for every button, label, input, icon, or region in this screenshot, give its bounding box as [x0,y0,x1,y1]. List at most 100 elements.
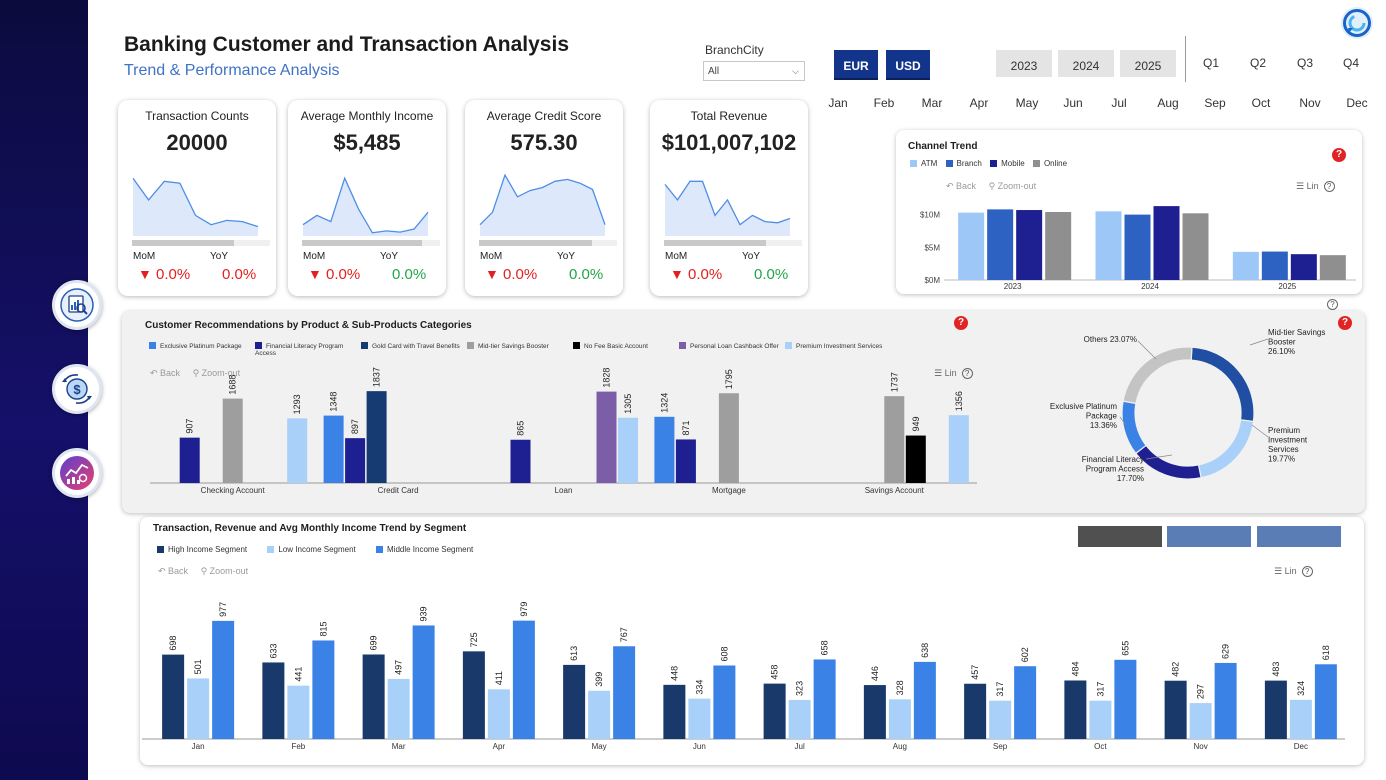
bar[interactable] [1089,700,1112,739]
nav-button-analytics[interactable] [52,280,102,330]
bar[interactable] [675,439,696,483]
nav-button-currency[interactable]: $ [52,364,102,414]
bar[interactable] [863,685,886,739]
bar[interactable] [989,700,1012,739]
bar[interactable] [262,662,285,739]
currency-button-eur[interactable]: EUR [834,50,878,80]
bar[interactable] [1114,659,1137,739]
bar[interactable] [1182,213,1209,280]
bar[interactable] [323,415,344,483]
legend-item[interactable]: Branch [945,159,982,168]
bar[interactable] [510,439,531,483]
bar[interactable] [987,209,1014,280]
help-circle-icon[interactable]: ? [1323,181,1335,192]
bar[interactable] [1064,680,1087,739]
bar[interactable] [913,661,936,739]
month-button-may[interactable]: May [1015,96,1039,110]
bar[interactable] [162,654,185,739]
quarter-button-q4[interactable]: Q4 [1343,56,1360,70]
bar[interactable] [222,398,243,483]
month-button-nov[interactable]: Nov [1299,96,1321,110]
bar[interactable] [1289,699,1312,739]
bar[interactable] [663,684,686,739]
year-button-2023[interactable]: 2023 [996,50,1052,77]
bar[interactable] [1189,703,1212,739]
bar[interactable] [1214,662,1237,739]
bar[interactable] [713,665,736,739]
donut-slice[interactable] [1197,419,1255,479]
back-button[interactable]: ↶ Back [150,368,181,378]
bar[interactable] [312,640,335,739]
scale-toggle[interactable]: ☰ Lin? [1296,181,1335,192]
help-circle-icon[interactable]: ? [1327,299,1338,310]
zoom-out-button[interactable]: ⚲ Zoom-out [988,181,1037,191]
bar[interactable] [1045,212,1072,280]
bar[interactable] [1153,206,1180,280]
legend-item[interactable]: ATM [910,159,937,168]
bar[interactable] [613,646,636,739]
legend-item[interactable]: High Income Segment [157,545,247,554]
legend-item[interactable]: Mobile [990,159,1025,168]
bar[interactable] [512,620,535,739]
help-circle-icon[interactable]: ? [961,368,973,379]
donut-slice[interactable] [1122,346,1193,405]
zoom-out-button[interactable]: ⚲ Zoom-out [192,368,241,378]
bar[interactable] [958,212,985,280]
month-button-dec[interactable]: Dec [1346,96,1368,110]
channel-trend-help-icon[interactable]: ? [1332,148,1346,162]
month-button-jan[interactable]: Jan [828,96,848,110]
legend-item[interactable]: Mid-tier Savings Booster [467,342,549,350]
legend-item[interactable]: No Fee Basic Account [573,342,648,350]
bar[interactable] [588,690,611,739]
bar[interactable] [596,391,617,483]
legend-item[interactable]: Online [1032,159,1067,168]
bar[interactable] [905,435,926,483]
bar[interactable] [788,699,811,739]
segment-metric-button-3[interactable] [1257,526,1341,547]
bar[interactable] [964,683,987,739]
bar[interactable] [654,416,675,483]
bar[interactable] [1124,214,1151,280]
legend-item[interactable]: Personal Loan Cashback Offer [679,342,779,350]
quarter-button-q2[interactable]: Q2 [1250,56,1267,70]
bar[interactable] [948,415,969,483]
quarter-button-q1[interactable]: Q1 [1203,56,1220,70]
legend-item[interactable]: Exclusive Platinum Package [149,342,242,350]
bar[interactable] [763,683,786,739]
bar[interactable] [1232,251,1259,280]
scale-toggle[interactable]: ☰ Lin? [934,368,973,379]
bar[interactable] [618,417,638,483]
bar[interactable] [366,391,387,483]
bar[interactable] [1016,210,1043,280]
donut-slice[interactable] [1121,400,1147,455]
bar[interactable] [362,654,385,739]
zoom-out-button[interactable]: ⚲ Zoom-out [200,566,249,576]
month-button-jul[interactable]: Jul [1111,96,1127,110]
bar[interactable] [1014,666,1037,739]
bar[interactable] [345,438,366,483]
bar[interactable] [387,678,410,739]
legend-item[interactable]: Financial Literacy Program Access [255,342,347,357]
scale-toggle[interactable]: ☰ Lin? [1274,566,1313,577]
bar[interactable] [1164,680,1187,739]
month-button-feb[interactable]: Feb [873,96,895,110]
bar[interactable] [1264,680,1287,739]
donut-slice[interactable] [1190,346,1255,423]
bar[interactable] [718,393,739,483]
branch-city-dropdown[interactable]: All ⌵ [703,61,805,81]
month-button-oct[interactable]: Oct [1251,96,1271,110]
recommendation-share-help-icon[interactable]: ? [1338,316,1352,330]
legend-item[interactable]: Premium Investment Services [785,342,882,350]
bar[interactable] [462,651,485,739]
bar[interactable] [1314,664,1337,739]
legend-item[interactable]: Low Income Segment [267,545,356,554]
month-button-sep[interactable]: Sep [1204,96,1226,110]
bar[interactable] [487,689,510,739]
nav-button-performance[interactable] [52,448,102,498]
segment-metric-button-2[interactable] [1167,526,1251,547]
month-button-mar[interactable]: Mar [921,96,943,110]
bar[interactable] [884,396,905,483]
bar[interactable] [287,418,308,483]
year-button-2025[interactable]: 2025 [1120,50,1176,77]
bar[interactable] [563,664,586,739]
